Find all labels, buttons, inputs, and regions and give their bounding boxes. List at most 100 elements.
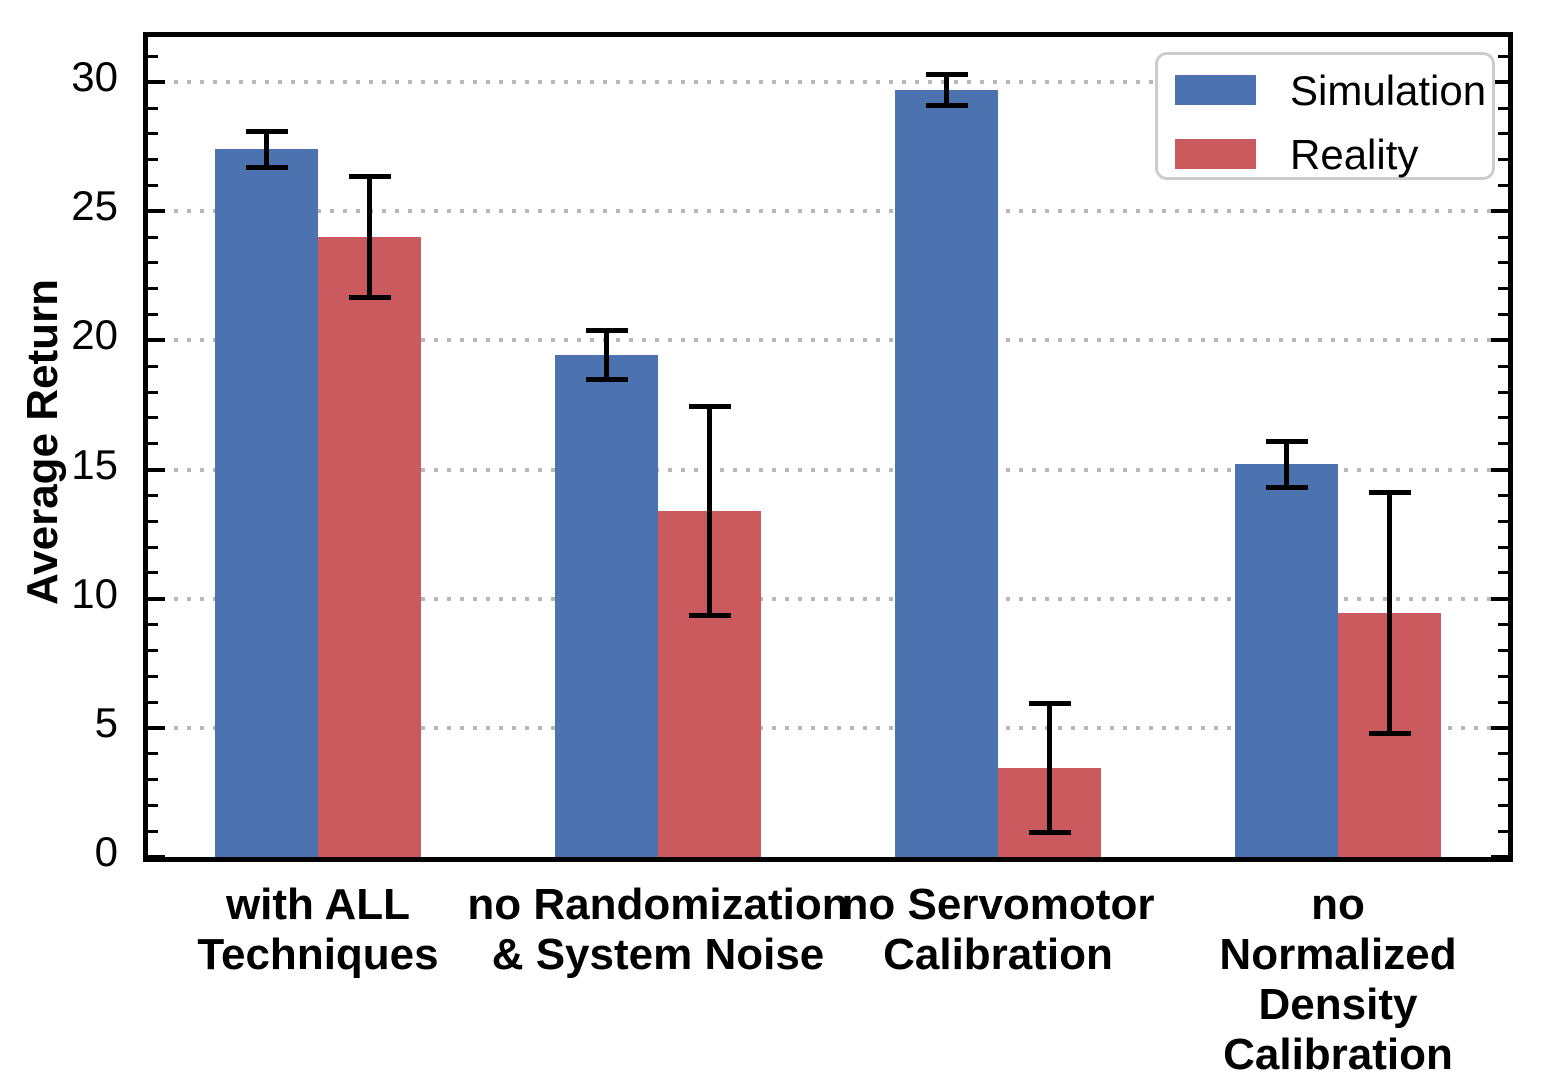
error-bar-cap-top-simulation-1: [585, 327, 628, 333]
bar-simulation-0: [215, 149, 318, 857]
bar-simulation-3: [1235, 464, 1338, 857]
legend-label-simulation: Simulation: [1290, 67, 1487, 114]
y-major-tick-right: [1491, 338, 1508, 343]
y-minor-tick-right: [1498, 829, 1508, 833]
y-minor-tick-left: [148, 829, 158, 833]
y-minor-tick-right: [1498, 571, 1508, 575]
y-minor-tick-right: [1498, 132, 1508, 136]
legend-swatch-reality: [1175, 139, 1256, 169]
y-minor-tick-left: [148, 313, 158, 317]
error-bar-line-reality-1: [707, 406, 712, 616]
y-tick-label-5: 5: [94, 698, 118, 746]
y-major-tick-right: [1491, 209, 1508, 214]
gridline-y-15: [148, 467, 1508, 472]
y-minor-tick-right: [1498, 416, 1508, 420]
gridline-y-10: [148, 596, 1508, 601]
plot-inner: [148, 37, 1508, 857]
x-category-label-0: with ALL Techniques: [197, 880, 439, 979]
y-minor-tick-right: [1498, 261, 1508, 265]
error-bar-line-simulation-0: [264, 131, 269, 168]
bar-reality-0: [318, 237, 421, 857]
y-tick-label-30: 30: [71, 53, 118, 101]
y-tick-label-10: 10: [71, 569, 118, 617]
gridline-y-20: [148, 338, 1508, 343]
gridline-y-30: [148, 80, 1508, 85]
y-major-tick-right: [1491, 596, 1508, 601]
y-minor-tick-right: [1498, 700, 1508, 704]
y-major-tick-right: [1491, 80, 1508, 85]
x-category-label-2: no Servomotor Calibration: [841, 880, 1155, 979]
error-bar-cap-top-reality-3: [1368, 490, 1411, 496]
error-bar-cap-bottom-simulation-2: [925, 102, 968, 108]
y-minor-tick-right: [1498, 778, 1508, 782]
error-bar-cap-bottom-simulation-1: [585, 376, 628, 382]
y-major-tick-left: [148, 209, 165, 214]
error-bar-cap-top-reality-1: [688, 403, 731, 409]
y-major-tick-left: [148, 80, 165, 85]
y-minor-tick-left: [148, 364, 158, 368]
y-minor-tick-left: [148, 54, 158, 58]
error-bar-cap-top-simulation-3: [1265, 438, 1308, 444]
y-minor-tick-left: [148, 235, 158, 239]
y-minor-tick-left: [148, 623, 158, 627]
y-minor-tick-right: [1498, 519, 1508, 523]
y-major-tick-right: [1491, 725, 1508, 730]
error-bar-cap-top-simulation-2: [925, 71, 968, 77]
y-tick-label-0: 0: [94, 828, 118, 875]
legend-swatch-simulation: [1175, 75, 1256, 105]
y-minor-tick-right: [1498, 442, 1508, 446]
y-minor-tick-right: [1498, 493, 1508, 497]
error-bar-cap-bottom-reality-3: [1368, 730, 1411, 736]
y-minor-tick-right: [1498, 648, 1508, 652]
legend: Simulation Reality: [1155, 52, 1495, 180]
error-bar-line-simulation-3: [1284, 441, 1289, 488]
y-minor-tick-right: [1498, 287, 1508, 291]
y-minor-tick-right: [1498, 235, 1508, 239]
y-major-tick-left: [148, 338, 165, 343]
y-minor-tick-left: [148, 390, 158, 394]
y-minor-tick-left: [148, 184, 158, 187]
y-minor-tick-right: [1498, 313, 1508, 317]
error-bar-cap-top-simulation-0: [245, 128, 288, 134]
error-bar-cap-top-reality-0: [348, 173, 391, 179]
error-bar-cap-bottom-simulation-0: [245, 164, 288, 170]
y-minor-tick-left: [148, 416, 158, 420]
y-tick-label-25: 25: [71, 182, 118, 230]
error-bar-cap-bottom-reality-2: [1028, 829, 1071, 835]
y-tick-label-20: 20: [71, 311, 118, 359]
gridline-y-25: [148, 209, 1508, 214]
error-bar-line-reality-3: [1387, 492, 1392, 734]
y-minor-tick-right: [1498, 545, 1508, 549]
error-bar-line-reality-0: [367, 176, 372, 298]
y-major-tick-left: [148, 596, 165, 601]
y-minor-tick-right: [1498, 752, 1508, 756]
error-bar-cap-bottom-simulation-3: [1265, 485, 1308, 491]
y-minor-tick-left: [148, 803, 158, 807]
y-minor-tick-left: [148, 545, 158, 549]
error-bar-cap-bottom-reality-1: [688, 613, 731, 619]
y-minor-tick-right: [1498, 390, 1508, 394]
error-bar-line-simulation-2: [944, 74, 949, 106]
y-minor-tick-left: [148, 648, 158, 652]
y-minor-tick-right: [1498, 54, 1508, 58]
y-major-tick-left: [148, 855, 165, 857]
y-minor-tick-right: [1498, 184, 1508, 187]
y-minor-tick-left: [148, 778, 158, 782]
y-minor-tick-left: [148, 571, 158, 575]
error-bar-line-simulation-1: [604, 330, 609, 380]
y-minor-tick-right: [1498, 674, 1508, 678]
y-minor-tick-left: [148, 261, 158, 265]
y-major-tick-right: [1491, 467, 1508, 472]
x-category-label-1: no Randomization & System Noise: [467, 880, 849, 979]
bar-simulation-1: [555, 354, 658, 857]
y-minor-tick-left: [148, 493, 158, 497]
error-bar-cap-bottom-reality-0: [348, 295, 391, 301]
bar-simulation-2: [895, 89, 998, 857]
y-minor-tick-right: [1498, 106, 1508, 110]
legend-entry-simulation: Simulation: [1158, 67, 1492, 114]
y-minor-tick-left: [148, 106, 158, 110]
y-major-tick-left: [148, 725, 165, 730]
legend-label-reality: Reality: [1290, 131, 1419, 178]
y-major-tick-left: [148, 467, 165, 472]
y-minor-tick-left: [148, 519, 158, 523]
